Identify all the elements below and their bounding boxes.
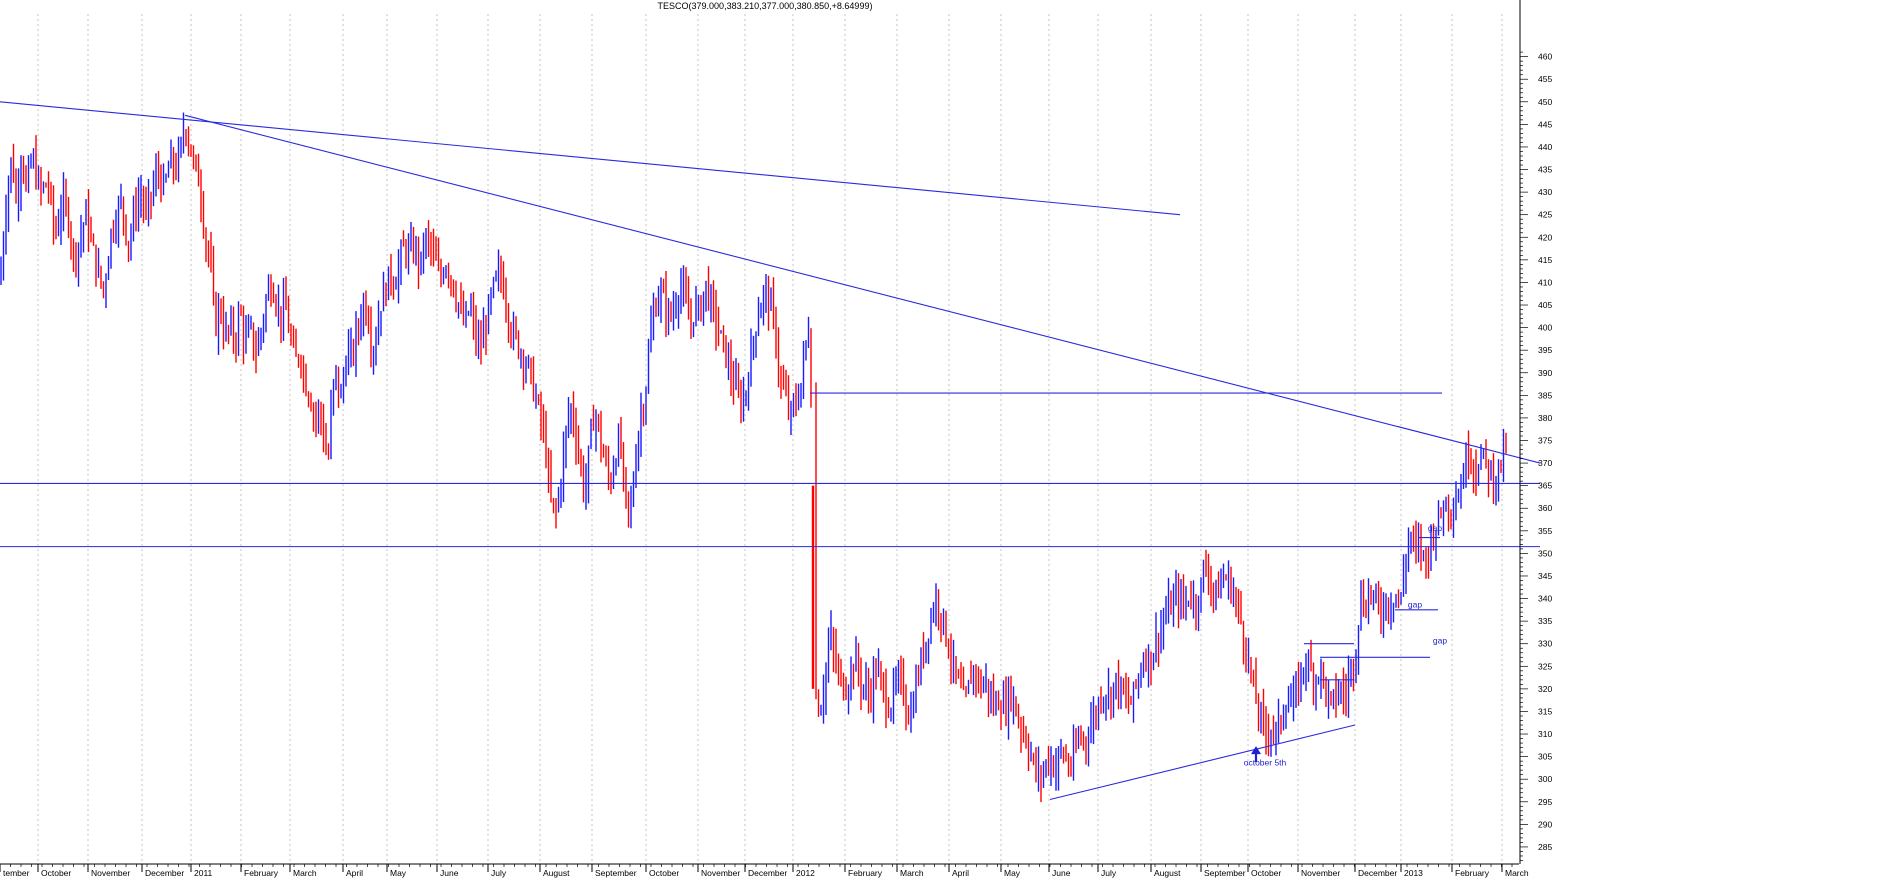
- x-tick-label: November: [91, 868, 130, 878]
- trend-line: [1049, 724, 1356, 801]
- y-tick-label: 400: [1538, 323, 1552, 333]
- y-tick-label: 330: [1538, 639, 1552, 649]
- x-tick-label: December: [1358, 868, 1397, 878]
- x-tick-label: June: [1052, 868, 1071, 878]
- x-tick-label: September: [1204, 868, 1246, 878]
- y-tick-label: 445: [1538, 119, 1552, 129]
- x-tick-label: March: [293, 868, 317, 878]
- x-tick-label: October: [1251, 868, 1281, 878]
- trend-lines: [0, 101, 1541, 801]
- y-tick-label: 300: [1538, 774, 1552, 784]
- x-tick-label: May: [1004, 868, 1021, 878]
- y-tick-label: 345: [1538, 571, 1552, 581]
- x-tick-label: June: [440, 868, 459, 878]
- y-tick-label: 450: [1538, 97, 1552, 107]
- y-tick-label: 290: [1538, 819, 1552, 829]
- y-tick-label: 440: [1538, 142, 1552, 152]
- x-tick-label: 2011: [194, 868, 213, 878]
- y-tick-label: 415: [1538, 255, 1552, 265]
- arrow-head-icon: [1251, 746, 1261, 755]
- y-tick-label: 315: [1538, 706, 1552, 716]
- x-tick-label: February: [848, 868, 883, 878]
- x-tick-label: April: [952, 868, 969, 878]
- x-tick-label: July: [1101, 868, 1117, 878]
- x-tick-label: 2013: [1404, 868, 1423, 878]
- y-tick-label: 310: [1538, 729, 1552, 739]
- y-tick-label: 320: [1538, 684, 1552, 694]
- price-bars: [0, 112, 1507, 803]
- trend-line: [184, 114, 1541, 464]
- y-tick-label: 285: [1538, 842, 1552, 852]
- y-tick-label: 390: [1538, 368, 1552, 378]
- x-tick-label: tember: [3, 868, 30, 878]
- y-tick-label: 335: [1538, 616, 1552, 626]
- grid-lines: [37, 14, 1503, 864]
- x-tick-label: April: [346, 868, 363, 878]
- trend-line: [0, 101, 1181, 216]
- y-tick-label: 365: [1538, 481, 1552, 491]
- y-tick-label: 405: [1538, 300, 1552, 310]
- x-tick-label: March: [900, 868, 924, 878]
- x-tick-label: November: [1301, 868, 1340, 878]
- y-tick-label: 425: [1538, 210, 1552, 220]
- y-tick-label: 350: [1538, 548, 1552, 558]
- x-tick-label: August: [543, 868, 570, 878]
- y-tick-label: 370: [1538, 458, 1552, 468]
- y-tick-label: 420: [1538, 232, 1552, 242]
- y-tick-label: 380: [1538, 413, 1552, 423]
- x-tick-label: November: [701, 868, 740, 878]
- y-tick-label: 305: [1538, 752, 1552, 762]
- x-tick-label: February: [1455, 868, 1490, 878]
- x-tick-label: December: [145, 868, 184, 878]
- x-tick-label: October: [649, 868, 679, 878]
- x-tick-label: July: [491, 868, 507, 878]
- y-axis: 285 290 295 300 305 310 315 320 325 330 335 340 345 3…: [1519, 0, 1552, 864]
- x-axis: tember October November December 2011 Februar…: [0, 863, 1529, 878]
- x-tick-label: August: [1154, 868, 1181, 878]
- annotations: october 5th gap gap gap: [1244, 523, 1448, 768]
- x-tick-label: March: [1505, 868, 1529, 878]
- y-tick-label: 430: [1538, 187, 1552, 197]
- y-tick-label: 460: [1538, 52, 1552, 62]
- x-tick-label: 2012: [796, 868, 815, 878]
- y-tick-label: 455: [1538, 74, 1552, 84]
- x-tick-label: May: [390, 868, 407, 878]
- y-tick-label: 410: [1538, 277, 1552, 287]
- x-tick-label: October: [41, 868, 71, 878]
- y-tick-label: 375: [1538, 435, 1552, 445]
- chart-title: TESCO(379.000,383.210,377.000,380.850,+8…: [658, 1, 873, 11]
- y-tick-label: 295: [1538, 797, 1552, 807]
- annotation-label: gap: [1408, 600, 1422, 610]
- annotation-label: gap: [1433, 636, 1447, 646]
- y-tick-label: 340: [1538, 594, 1552, 604]
- x-tick-label: September: [595, 868, 637, 878]
- y-tick-label: 395: [1538, 345, 1552, 355]
- x-tick-label: February: [244, 868, 279, 878]
- annotation-label: gap: [1428, 523, 1442, 533]
- annotation-label: october 5th: [1244, 758, 1287, 768]
- y-tick-label: 355: [1538, 526, 1552, 536]
- y-tick-label: 360: [1538, 503, 1552, 513]
- y-tick-label: 325: [1538, 661, 1552, 671]
- y-tick-label: 435: [1538, 165, 1552, 175]
- x-tick-label: December: [748, 868, 787, 878]
- y-tick-label: 385: [1538, 390, 1552, 400]
